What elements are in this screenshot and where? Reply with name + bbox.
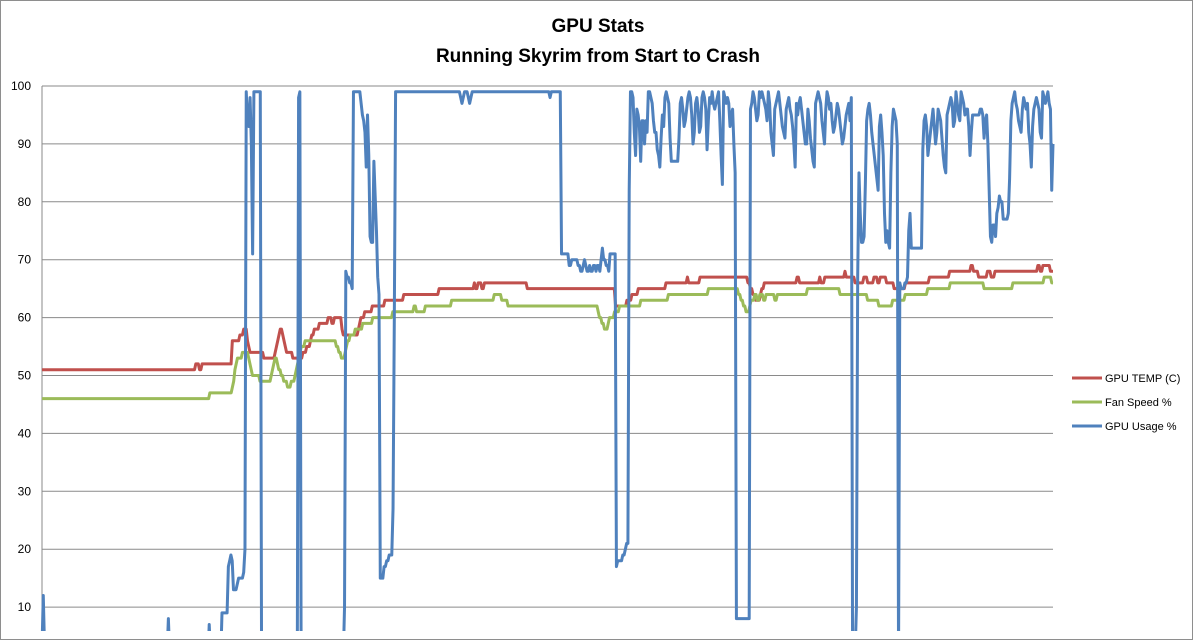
series-gpu-usage-line bbox=[40, 90, 1055, 631]
y-tick-label: 30 bbox=[18, 484, 32, 498]
y-tick-label: 80 bbox=[18, 195, 32, 209]
y-axis-ticks: 10 20 30 40 50 60 70 80 90 100 bbox=[11, 79, 31, 614]
y-tick-label: 50 bbox=[18, 369, 32, 383]
y-tick-label: 70 bbox=[18, 253, 32, 267]
series-fan-speed-line bbox=[41, 275, 1054, 401]
legend: GPU TEMP (C) Fan Speed % GPU Usage % bbox=[1072, 373, 1180, 433]
y-tick-label: 40 bbox=[18, 426, 32, 440]
gridlines bbox=[41, 85, 1053, 631]
chart-title: GPU Stats bbox=[552, 16, 645, 37]
y-tick-label: 100 bbox=[11, 79, 31, 93]
series-gpu-temp-line bbox=[41, 263, 1054, 372]
legend-label-gpu-usage: GPU Usage % bbox=[1105, 421, 1177, 433]
legend-label-gpu-temp: GPU TEMP (C) bbox=[1105, 373, 1180, 385]
series-lines bbox=[40, 90, 1055, 631]
y-tick-label: 60 bbox=[18, 311, 32, 325]
y-tick-label: 10 bbox=[18, 600, 32, 614]
legend-label-fan-speed: Fan Speed % bbox=[1105, 397, 1172, 409]
chart-subtitle: Running Skyrim from Start to Crash bbox=[436, 46, 760, 67]
y-tick-label: 90 bbox=[18, 137, 32, 151]
y-tick-label: 20 bbox=[18, 542, 32, 556]
